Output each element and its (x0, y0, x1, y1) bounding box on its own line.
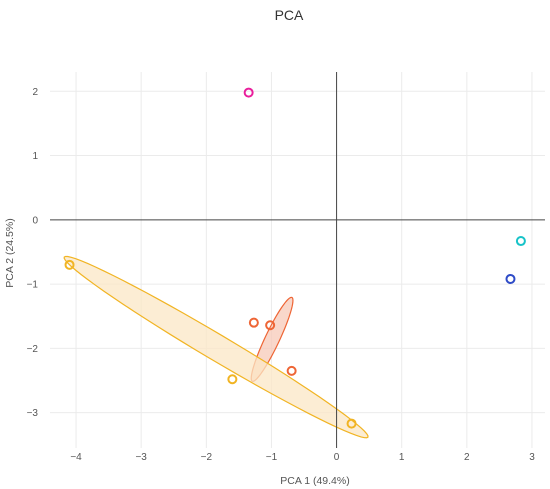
x-tick-label: 3 (529, 452, 535, 463)
x-tick-label: 1 (399, 452, 405, 463)
data-point[interactable] (248, 317, 259, 328)
data-points (64, 87, 526, 429)
x-tick-label: −2 (201, 452, 213, 463)
data-point[interactable] (243, 87, 254, 98)
x-axis-title: PCA 1 (49.4%) (280, 475, 349, 487)
y-tick-label: −1 (27, 280, 39, 291)
data-point[interactable] (64, 259, 75, 270)
data-point[interactable] (227, 374, 238, 385)
grid-lines (50, 72, 545, 448)
data-point[interactable] (346, 418, 357, 429)
data-point[interactable] (515, 236, 526, 247)
x-tick-label: −4 (70, 452, 82, 463)
x-tick-label: 2 (464, 452, 470, 463)
y-tick-label: 0 (32, 215, 38, 226)
chart-title: PCA (275, 7, 304, 23)
y-tick-label: 1 (32, 151, 38, 162)
tick-labels: −4 −3 −2 −1 0 1 2 3 −3 −2 −1 0 1 2 (27, 87, 536, 463)
group-ellipse (63, 255, 369, 439)
confidence-ellipses (63, 255, 369, 439)
y-tick-label: 2 (32, 87, 38, 98)
y-tick-label: −3 (27, 408, 39, 419)
x-tick-label: 0 (334, 452, 340, 463)
data-point[interactable] (505, 273, 516, 284)
y-tick-label: −2 (27, 344, 39, 355)
x-tick-label: −3 (135, 452, 147, 463)
data-point[interactable] (286, 365, 297, 376)
zero-axes (50, 72, 545, 448)
data-point[interactable] (265, 320, 276, 331)
y-axis-title: PCA 2 (24.5%) (4, 218, 16, 287)
x-tick-label: −1 (266, 452, 278, 463)
